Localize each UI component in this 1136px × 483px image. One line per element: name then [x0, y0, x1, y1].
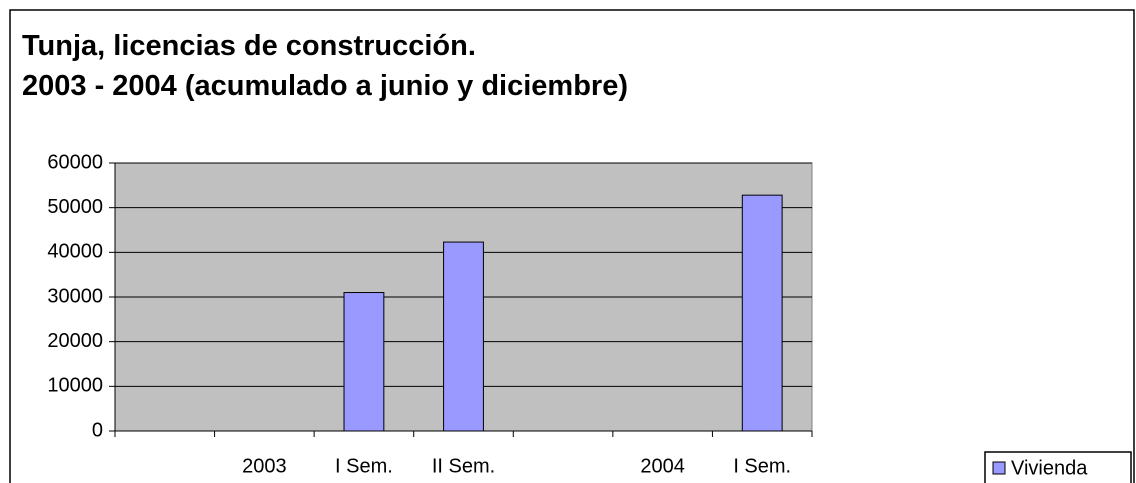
bar	[741, 194, 783, 432]
bar	[343, 292, 385, 432]
legend-label: Vivienda	[1011, 457, 1088, 479]
x-tick-label: I Sem.	[733, 455, 791, 477]
y-tick-label: 50000	[47, 196, 103, 218]
chart-title: Tunja, licencias de construcción.	[22, 30, 476, 62]
y-tick-label: 20000	[47, 330, 103, 352]
chart-subtitle: 2003 - 2004 (acumulado a junio y diciemb…	[22, 70, 628, 102]
x-tick-label: 2004	[640, 455, 685, 477]
y-tick-label: 40000	[47, 241, 103, 263]
bar	[443, 241, 484, 432]
y-tick-label: 60000	[47, 151, 103, 173]
x-tick-label: I Sem.	[335, 455, 393, 477]
y-tick-label: 30000	[47, 285, 103, 307]
x-tick-label: II Sem.	[432, 455, 495, 477]
x-tick-label: 2003	[242, 455, 287, 477]
legend-swatch	[992, 461, 1006, 475]
legend-box	[984, 451, 1132, 483]
y-tick-label: 10000	[47, 375, 103, 397]
y-tick-label: 0	[92, 419, 103, 441]
